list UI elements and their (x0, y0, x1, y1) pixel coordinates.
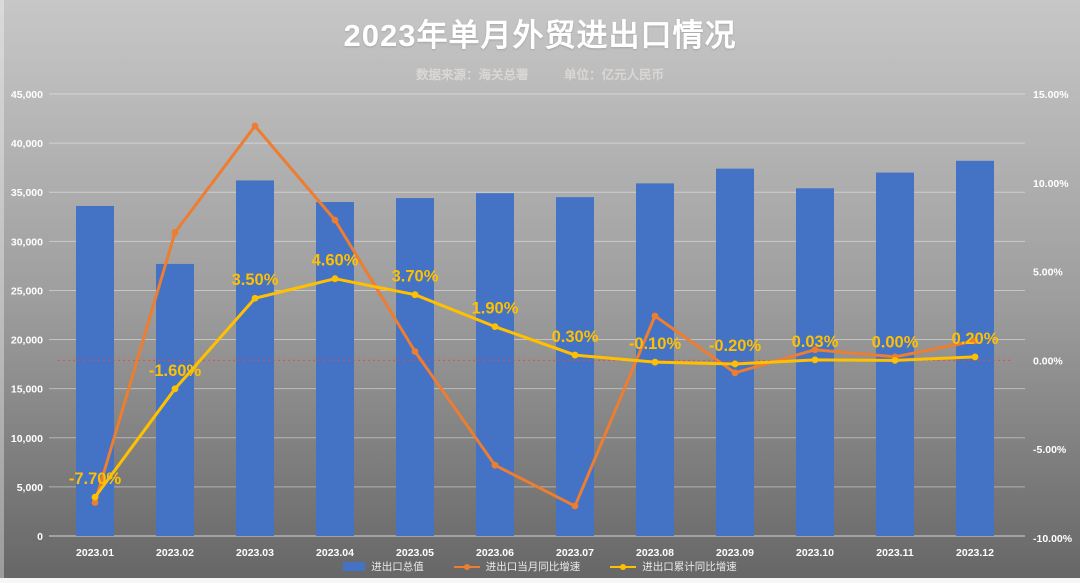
legend-label-cumulative-growth: 进出口累计同比增速 (642, 561, 737, 573)
svg-text:2023.11: 2023.11 (876, 547, 914, 559)
svg-text:2023.01: 2023.01 (76, 547, 114, 559)
bar (396, 198, 434, 537)
svg-text:30,000: 30,000 (11, 236, 43, 248)
svg-text:0.00%: 0.00% (1033, 355, 1063, 367)
svg-text:-0.20%: -0.20% (709, 337, 762, 355)
bar (956, 160, 994, 536)
bar (156, 263, 194, 536)
svg-text:2023.08: 2023.08 (636, 547, 674, 559)
left-edge-strip (0, 0, 4, 583)
svg-text:0.30%: 0.30% (552, 328, 599, 346)
chart-subtitle: 数据来源：海关总署 单位：亿元人民币 (0, 64, 1080, 83)
chart-header: 2023年单月外贸进出口情况 数据来源：海关总署 单位：亿元人民币 (0, 10, 1080, 83)
svg-text:-5.00%: -5.00% (1033, 444, 1067, 456)
y-left-axis-labels: 45,000 40,000 35,000 30,000 25,000 20,000 15,0… (11, 89, 43, 543)
chart-title: 2023年单月外贸进出口情况 (343, 18, 737, 53)
svg-text:0.00%: 0.00% (872, 333, 919, 351)
unit-label: 单位：亿元人民币 (563, 68, 664, 82)
legend-item-monthly-growth: 进出口当月同比增速 (453, 559, 581, 574)
bar (476, 193, 514, 536)
legend-label-monthly-growth: 进出口当月同比增速 (485, 561, 581, 573)
svg-text:2023.02: 2023.02 (156, 547, 194, 559)
x-axis-labels: 2023.01 2023.02 2023.03 2023.04 2023.05 2023.… (76, 547, 994, 559)
bar (316, 202, 354, 537)
svg-text:-10.00%: -10.00% (1033, 533, 1073, 545)
legend-item-total: 进出口总值 (343, 559, 424, 574)
svg-text:15,000: 15,000 (11, 384, 43, 396)
line-series-cumulative-growth: -7.70% -1.60% 3.50% 4.60% 3.70% 1.90% 0.30% -0.… (69, 252, 999, 501)
svg-text:10.00%: 10.00% (1033, 178, 1069, 190)
svg-text:3.50%: 3.50% (232, 271, 279, 289)
svg-text:-7.70%: -7.70% (69, 470, 122, 488)
svg-text:2023.05: 2023.05 (396, 547, 434, 559)
svg-text:35,000: 35,000 (11, 187, 43, 199)
svg-text:2023.03: 2023.03 (236, 547, 274, 559)
svg-text:2023.12: 2023.12 (956, 547, 994, 559)
line-series-monthly-growth (91, 122, 979, 510)
line-marker-swatch-icon (610, 562, 637, 571)
bar (716, 168, 754, 536)
svg-text:40,000: 40,000 (11, 138, 43, 150)
bar-series (76, 160, 994, 537)
gridlines (49, 93, 1025, 537)
bar-swatch-icon (343, 562, 366, 571)
svg-text:2023.09: 2023.09 (716, 547, 754, 559)
svg-text:45,000: 45,000 (11, 89, 43, 101)
svg-text:-1.60%: -1.60% (149, 362, 202, 380)
svg-text:0.03%: 0.03% (792, 333, 839, 351)
y-right-axis-labels: 15.00% 10.00% 5.00% 0.00% -5.00% -10.00% (1033, 89, 1073, 545)
svg-text:2023.10: 2023.10 (796, 547, 834, 559)
svg-text:20,000: 20,000 (11, 335, 43, 347)
bar (556, 197, 594, 536)
legend-label-total: 进出口总值 (371, 561, 424, 573)
svg-text:3.70%: 3.70% (392, 268, 439, 286)
svg-text:2023.06: 2023.06 (476, 547, 514, 559)
svg-text:-0.10%: -0.10% (629, 335, 682, 353)
svg-text:5.00%: 5.00% (1033, 267, 1063, 279)
svg-text:0.20%: 0.20% (952, 330, 999, 348)
svg-text:15.00%: 15.00% (1033, 89, 1069, 101)
bottom-edge-strip (0, 578, 1080, 583)
svg-text:1.90%: 1.90% (472, 300, 519, 318)
svg-text:0: 0 (37, 531, 43, 543)
svg-text:2023.07: 2023.07 (556, 547, 594, 559)
svg-text:25,000: 25,000 (11, 285, 43, 297)
data-source-label: 数据来源：海关总署 (415, 68, 529, 82)
svg-text:10,000: 10,000 (11, 433, 43, 445)
bar (236, 180, 274, 537)
legend-item-cumulative-growth: 进出口累计同比增速 (610, 559, 737, 574)
chart-legend: 进出口总值 进出口当月同比增速 进出口累计同比增速 (0, 559, 1080, 574)
svg-text:5,000: 5,000 (17, 482, 43, 494)
line-marker-swatch-icon (453, 562, 480, 571)
svg-text:2023.04: 2023.04 (316, 547, 354, 559)
svg-text:4.60%: 4.60% (312, 252, 359, 270)
